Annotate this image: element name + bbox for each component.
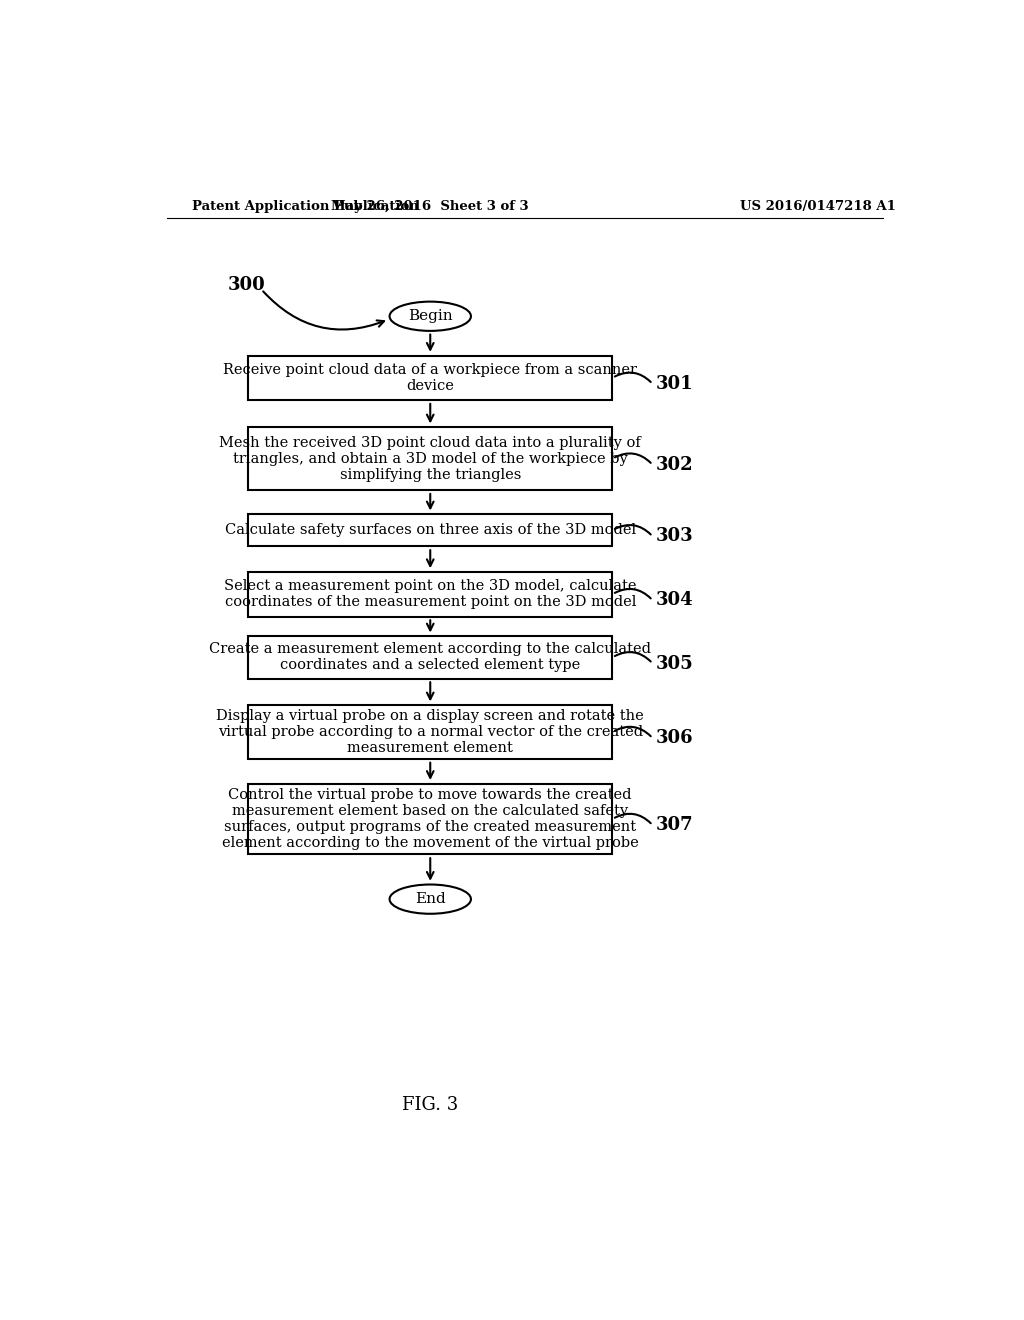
FancyBboxPatch shape <box>248 355 612 400</box>
Text: FIG. 3: FIG. 3 <box>402 1097 459 1114</box>
Text: Receive point cloud data of a workpiece from a scanner
device: Receive point cloud data of a workpiece … <box>223 363 637 393</box>
Text: End: End <box>415 892 445 906</box>
Text: 306: 306 <box>655 729 693 747</box>
Text: 307: 307 <box>655 816 693 834</box>
FancyBboxPatch shape <box>248 784 612 854</box>
Text: 301: 301 <box>655 375 693 393</box>
Text: 304: 304 <box>655 591 693 610</box>
Text: Create a measurement element according to the calculated
coordinates and a selec: Create a measurement element according t… <box>209 643 651 672</box>
Text: Calculate safety surfaces on three axis of the 3D model: Calculate safety surfaces on three axis … <box>224 523 636 537</box>
FancyBboxPatch shape <box>248 572 612 616</box>
Ellipse shape <box>389 884 471 913</box>
FancyBboxPatch shape <box>248 515 612 546</box>
Text: Select a measurement point on the 3D model, calculate
coordinates of the measure: Select a measurement point on the 3D mod… <box>224 579 637 610</box>
Text: 300: 300 <box>227 276 265 294</box>
FancyBboxPatch shape <box>248 428 612 490</box>
Text: US 2016/0147218 A1: US 2016/0147218 A1 <box>740 199 896 213</box>
Text: 305: 305 <box>655 655 693 672</box>
Text: Display a virtual probe on a display screen and rotate the
virtual probe accordi: Display a virtual probe on a display scr… <box>216 709 644 755</box>
Text: Patent Application Publication: Patent Application Publication <box>191 199 418 213</box>
Text: Control the virtual probe to move towards the created
measurement element based : Control the virtual probe to move toward… <box>222 788 639 850</box>
FancyBboxPatch shape <box>248 705 612 759</box>
Text: Begin: Begin <box>408 309 453 323</box>
Text: May 26, 2016  Sheet 3 of 3: May 26, 2016 Sheet 3 of 3 <box>332 199 529 213</box>
Ellipse shape <box>389 302 471 331</box>
Text: 302: 302 <box>655 455 693 474</box>
FancyBboxPatch shape <box>248 636 612 678</box>
Text: Mesh the received 3D point cloud data into a plurality of
triangles, and obtain : Mesh the received 3D point cloud data in… <box>219 436 641 482</box>
Text: 303: 303 <box>655 528 693 545</box>
